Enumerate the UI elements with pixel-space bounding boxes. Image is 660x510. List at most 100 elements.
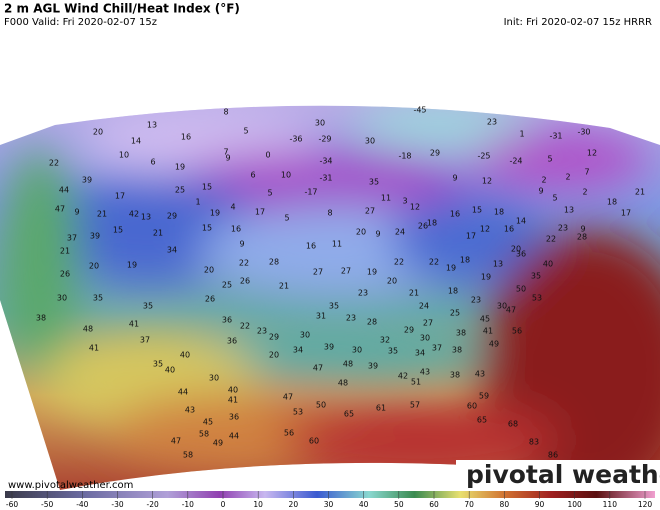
colorbar-label: 80 xyxy=(500,500,510,509)
station-value: 9 xyxy=(239,240,244,249)
colorbar-label: -20 xyxy=(147,500,159,509)
station-value: 18 xyxy=(427,219,437,228)
station-value: 35 xyxy=(153,360,163,369)
station-value: 19 xyxy=(367,268,377,277)
station-value: 23 xyxy=(257,327,267,336)
station-value: 36 xyxy=(222,316,232,325)
station-value: 20 xyxy=(269,351,279,360)
station-value: 24 xyxy=(395,228,405,237)
station-value: 23 xyxy=(487,118,497,127)
station-value: 41 xyxy=(129,320,139,329)
station-value: 35 xyxy=(143,302,153,311)
station-value: 19 xyxy=(481,273,491,282)
station-value: 9 xyxy=(538,187,543,196)
station-value: 39 xyxy=(368,362,378,371)
station-value: 13 xyxy=(564,206,574,215)
colorbar-label: 90 xyxy=(535,500,545,509)
station-value: 20 xyxy=(387,277,397,286)
station-value: 21 xyxy=(635,188,645,197)
station-value: 83 xyxy=(529,438,539,447)
colorbar-label: 50 xyxy=(394,500,404,509)
station-value: -29 xyxy=(318,135,331,144)
station-value: 26 xyxy=(240,277,250,286)
station-value: 53 xyxy=(532,294,542,303)
station-value: 27 xyxy=(365,207,375,216)
colorbar-label: 40 xyxy=(359,500,369,509)
station-value: 19 xyxy=(210,209,220,218)
station-value: 19 xyxy=(175,163,185,172)
brand: pivotal weather xyxy=(466,460,660,489)
station-value: 35 xyxy=(388,347,398,356)
station-value: 9 xyxy=(375,230,380,239)
station-value: 65 xyxy=(477,416,487,425)
station-value: 1 xyxy=(519,130,524,139)
station-value: 22 xyxy=(429,258,439,267)
station-value: 22 xyxy=(394,258,404,267)
station-value: 3 xyxy=(402,197,407,206)
station-value: 10 xyxy=(281,171,291,180)
station-value: 2 xyxy=(541,176,546,185)
station-value: 21 xyxy=(97,210,107,219)
station-value: -34 xyxy=(319,157,332,166)
station-value: 41 xyxy=(89,344,99,353)
station-value: 12 xyxy=(482,177,492,186)
station-value: 20 xyxy=(511,245,521,254)
station-value: 43 xyxy=(475,370,485,379)
station-value: -24 xyxy=(509,157,522,166)
station-value: 68 xyxy=(508,420,518,429)
colorbar-label: -30 xyxy=(111,500,123,509)
station-value: 13 xyxy=(147,121,157,130)
station-value: 37 xyxy=(432,344,442,353)
station-value: 36 xyxy=(229,413,239,422)
station-value: 11 xyxy=(332,240,342,249)
station-value: 27 xyxy=(423,319,433,328)
station-value: 53 xyxy=(293,408,303,417)
station-value: 32 xyxy=(380,336,390,345)
station-value: 38 xyxy=(452,346,462,355)
station-value: 43 xyxy=(185,406,195,415)
station-value: 30 xyxy=(497,302,507,311)
station-value: 1 xyxy=(195,198,200,207)
station-value: 20 xyxy=(89,262,99,271)
station-value: 86 xyxy=(548,451,558,460)
station-value: -45 xyxy=(413,106,426,115)
station-value: 35 xyxy=(329,302,339,311)
station-value: 30 xyxy=(352,346,362,355)
station-value: -30 xyxy=(577,128,590,137)
station-value: 25 xyxy=(175,186,185,195)
station-value: 25 xyxy=(222,281,232,290)
colorbar-label: -10 xyxy=(182,500,194,509)
station-value: 29 xyxy=(430,149,440,158)
station-value: 25 xyxy=(450,309,460,318)
station-value: 41 xyxy=(228,396,238,405)
station-value: 34 xyxy=(293,346,303,355)
station-value: 47 xyxy=(313,364,323,373)
station-value: 11 xyxy=(381,194,391,203)
station-value: 44 xyxy=(178,388,188,397)
station-value: 20 xyxy=(356,228,366,237)
station-value: 15 xyxy=(202,183,212,192)
station-value: -36 xyxy=(289,135,302,144)
station-value: 23 xyxy=(471,296,481,305)
station-value: 42 xyxy=(129,210,139,219)
field xyxy=(0,105,660,490)
station-value: 48 xyxy=(343,360,353,369)
station-value: 39 xyxy=(82,176,92,185)
station-value: 23 xyxy=(346,314,356,323)
station-value: 13 xyxy=(493,260,503,269)
colorbar-label: 0 xyxy=(221,500,226,509)
colorbar-label: 10 xyxy=(253,500,263,509)
colorbar-label: 20 xyxy=(289,500,299,509)
station-value: 27 xyxy=(313,268,323,277)
station-value: 59 xyxy=(479,392,489,401)
colorbar-label: -50 xyxy=(41,500,53,509)
station-value: 48 xyxy=(338,379,348,388)
station-value: 9 xyxy=(225,154,230,163)
station-value: 36 xyxy=(227,337,237,346)
station-value: 48 xyxy=(83,325,93,334)
station-value: 43 xyxy=(420,368,430,377)
station-value: 40 xyxy=(165,366,175,375)
station-value: 15 xyxy=(113,226,123,235)
colorbar-label: 100 xyxy=(568,500,583,509)
